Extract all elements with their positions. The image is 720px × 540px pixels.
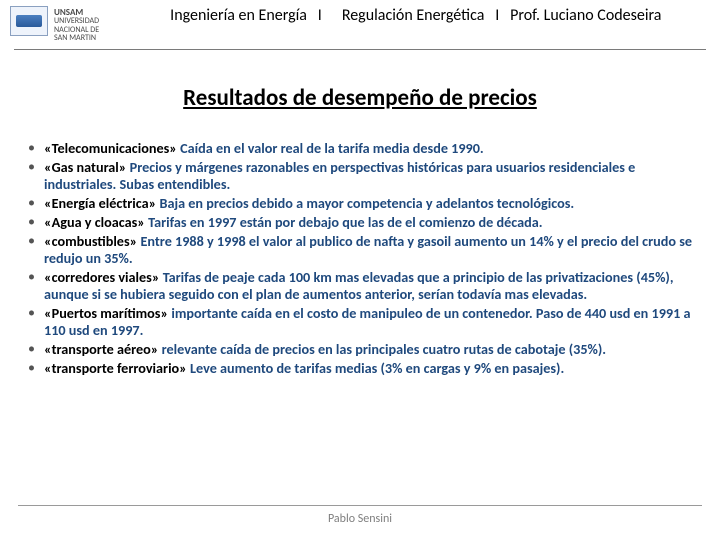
bullet-label: «transporte ferroviario» [44,359,187,377]
bullet-label: «Telecomunicaciones» [44,139,177,157]
logo-block: UNSAM UNIVERSIDAD NACIONAL DE SAN MARTIN [10,6,102,43]
bullet-item: «combustibles» Entre 1988 y 1998 el valo… [26,233,694,267]
bullet-body: Entre 1988 y 1998 el valor al publico de… [44,232,692,267]
bullet-label: «combustibles» [44,232,137,250]
bullet-body: Caída en el valor real de la tarifa medi… [180,139,484,157]
bullet-label: «Puertos marítimos» [44,304,168,322]
page-title: Resultados de desempeño de precios [183,84,537,112]
bullet-body: relevante caída de precios en las princi… [162,340,606,358]
bullet-body: Precios y márgenes razonables en perspec… [44,158,635,193]
bullet-item: «Telecomunicaciones» Caída en el valor r… [26,140,694,157]
header-right-text: Regulación Energética I Prof. Luciano Co… [342,6,642,25]
title-container: Resultados de desempeño de precios [0,84,720,112]
university-fullname: UNIVERSIDAD NACIONAL DE SAN MARTIN [54,17,102,42]
bullet-item: «Gas natural» Precios y márgenes razonab… [26,159,694,193]
header-titles: Ingeniería en Energía I Regulación Energ… [102,6,710,25]
header: UNSAM UNIVERSIDAD NACIONAL DE SAN MARTIN… [0,0,720,43]
content-area: «Telecomunicaciones» Caída en el valor r… [26,140,694,377]
bullet-item: «Energía eléctrica» Baja en precios debi… [26,195,694,212]
university-name: UNSAM UNIVERSIDAD NACIONAL DE SAN MARTIN [54,8,102,43]
bullet-item: «transporte ferroviario» Leve aumento de… [26,360,694,377]
bullet-body: Leve aumento de tarifas medias (3% en ca… [190,359,564,377]
bullet-label: «Energía eléctrica» [44,194,156,212]
bullet-list: «Telecomunicaciones» Caída en el valor r… [26,140,694,377]
bullet-body: Baja en precios debido a mayor competenc… [160,194,575,212]
footer-author: Pablo Sensini [328,512,392,526]
bullet-item: «Puertos marítimos» importante caída en … [26,305,694,339]
footer: Pablo Sensini [0,505,720,526]
header-left-text: Ingeniería en Energía I [170,6,322,25]
bullet-item: «Agua y cloacas» Tarifas en 1997 están p… [26,214,694,231]
header-divider [14,49,706,50]
bullet-body: Tarifas en 1997 están por debajo que las… [148,213,542,231]
bullet-item: «transporte aéreo» relevante caída de pr… [26,341,694,358]
university-logo-icon [10,6,48,36]
bullet-item: «corredores viales» Tarifas de peaje cad… [26,269,694,303]
bullet-label: «Agua y cloacas» [44,213,145,231]
bullet-label: «transporte aéreo» [44,340,158,358]
slide: UNSAM UNIVERSIDAD NACIONAL DE SAN MARTIN… [0,0,720,540]
bullet-label: «Gas natural» [44,158,126,176]
bullet-label: «corredores viales» [44,268,159,286]
footer-divider [18,505,702,506]
